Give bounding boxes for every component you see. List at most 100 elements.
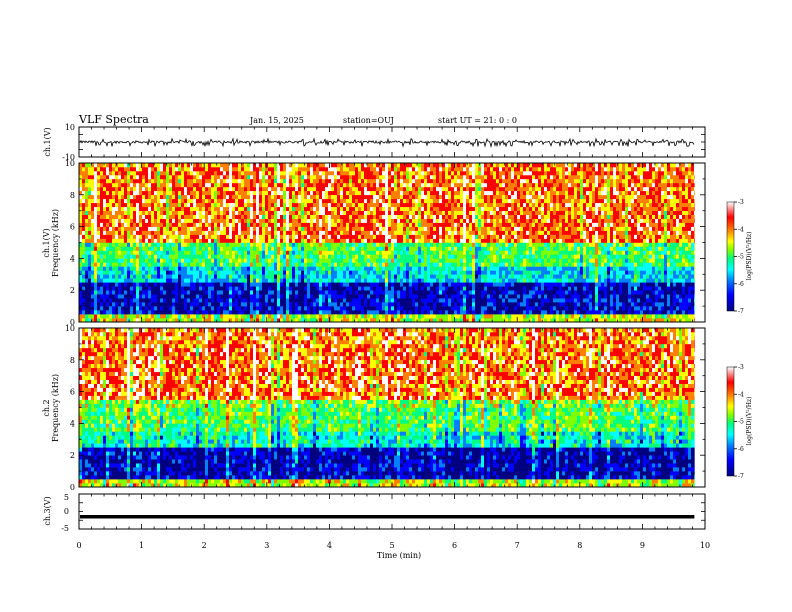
spectrogram-cell [154,194,158,200]
spectrogram-cell [151,234,155,239]
spectrogram-cell [295,182,299,188]
spectrogram-cell [346,171,350,176]
spectrogram-cell [400,242,404,247]
spectrogram-cell [307,294,311,299]
spectrogram-cell [91,163,95,168]
spectrogram-cell [85,278,89,283]
spectrogram-cell [301,234,305,239]
spectrogram-cell [223,167,227,172]
spectrogram-cell [280,282,284,287]
spectrogram-cell [133,258,137,263]
spectrogram-cell [334,302,338,307]
spectrogram-cell [319,242,323,247]
spectrogram-cell [367,246,371,251]
spectrogram-cell [322,163,326,168]
spectrogram-cell [253,294,257,299]
spectrogram-cell [307,182,311,188]
spectrogram-cell [442,318,446,323]
spectrogram-cell [325,286,329,291]
spectrogram-cell [232,210,236,215]
spectrogram-cell [280,206,284,211]
spectrogram-cell [97,214,101,219]
spectrogram-cell [265,254,269,259]
spectrogram-cell [421,182,425,188]
spectrogram-cell [124,230,128,235]
spectrogram-cell [298,202,302,208]
spectrogram-cell [400,262,404,267]
spectrogram-cell [226,214,230,219]
spectrogram-cell [142,254,146,259]
spectrogram-cell [337,171,341,176]
spectrogram-cell [88,298,92,303]
spectrogram-cell [274,246,278,251]
spectrogram-cell [349,298,353,303]
spectrogram-cell [265,186,269,192]
spectrogram-cell [121,167,125,172]
spectrogram-cell [85,306,89,311]
spectrogram-cell [193,250,197,255]
spectrogram-cell [250,254,254,259]
spectrogram-cell [223,266,227,271]
spectrogram-cell [175,210,179,215]
spectrogram-cell [352,298,356,303]
spectrogram-cell [151,186,155,192]
spectrogram-cell [172,186,176,192]
spectrogram-cell [136,258,140,263]
spectrogram-cell [301,214,305,219]
spectrogram-cell [364,294,368,299]
spectrogram-cell [289,274,293,279]
spectrogram-cell [391,222,395,227]
spectrogram-cell [154,163,158,168]
spectrogram-cell [169,274,173,279]
spectrogram-cell [142,294,146,299]
spectrogram-cell [424,167,428,172]
spectrogram-cell [304,254,308,259]
spectrogram-cell [313,250,317,255]
spectrogram-cell [232,266,236,271]
spectrogram-cell [298,242,302,247]
spectrogram-cell [445,286,449,291]
spectrogram-cell [334,202,338,208]
spectrogram-cell [253,254,257,259]
spectrogram-cell [400,314,404,319]
spectrogram-cell [178,262,182,267]
spectrogram-cell [124,274,128,279]
spectrogram-cell [277,171,281,176]
spectrogram-cell [364,266,368,271]
spectrogram-cell [352,290,356,295]
spectrogram-cell [232,178,236,184]
spectrogram-cell [430,171,434,176]
spectrogram-cell [442,286,446,291]
spectrogram-cell [445,290,449,295]
spectrogram-cell [220,178,224,184]
spectrogram-cell [316,171,320,176]
spectrogram-cell [193,286,197,291]
spectrogram-cell [316,163,320,168]
spectrogram-cell [91,258,95,263]
spectrogram-cell [166,242,170,247]
spectrogram-cell [199,298,203,303]
spectrogram-cell [160,226,164,231]
spectrogram-cell [109,214,113,219]
spectrogram-cell [397,302,401,307]
spectrogram-cell [82,274,86,279]
spectrogram-cell [409,202,413,208]
spectrogram-cell [79,258,83,263]
spectrogram-cell [229,302,233,307]
spectrogram-cell [151,310,155,315]
spectrogram-cell [385,194,389,200]
spectrogram-cell [382,182,386,188]
spectrogram-cell [361,198,365,204]
spectrogram-cell [439,214,443,219]
spectrogram-cell [448,210,452,215]
spectrogram-cell [205,174,209,180]
spectrogram-cell [223,250,227,255]
spectrogram-cell [130,238,134,243]
spectrogram-cell [295,286,299,291]
spectrogram-cell [88,194,92,200]
spectrogram-cell [349,294,353,299]
spectrogram-cell [187,274,191,279]
spectrogram-cell [178,318,182,323]
spectrogram-cell [292,294,296,299]
spectrogram-cell [334,258,338,263]
